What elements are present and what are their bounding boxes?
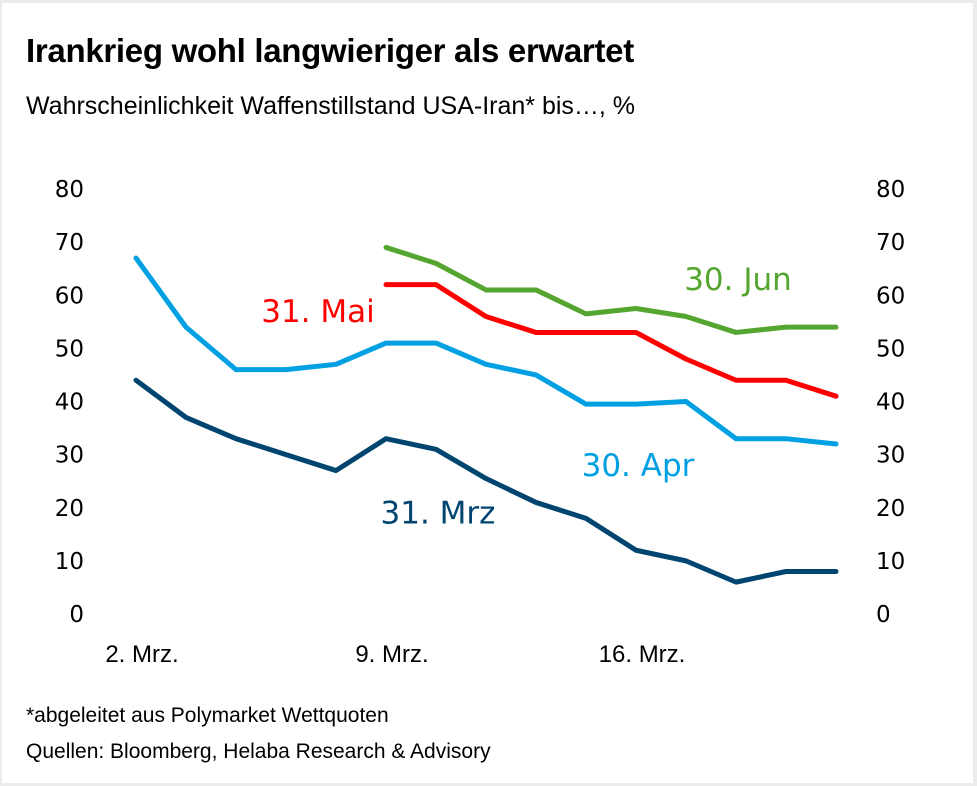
y-tick-label-right: 60 bbox=[876, 283, 905, 309]
source-note: Quellen: Bloomberg, Helaba Research & Ad… bbox=[26, 740, 491, 763]
y-tick-label-right: 70 bbox=[876, 230, 905, 256]
series-line-31-mrz bbox=[133, 377, 839, 585]
x-tick-label: 9. Mrz. bbox=[355, 641, 428, 668]
y-tick-label-left: 10 bbox=[55, 549, 84, 575]
y-tick-label-left: 80 bbox=[55, 177, 84, 203]
y-tick-label-left: 70 bbox=[55, 230, 84, 256]
series-line-31-mai bbox=[383, 282, 839, 399]
y-tick-label-right: 20 bbox=[876, 496, 905, 522]
x-tick-label: 2. Mrz. bbox=[105, 641, 178, 668]
x-tick-label: 16. Mrz. bbox=[599, 641, 686, 668]
footnote: *abgeleitet aus Polymarket Wettquoten bbox=[26, 704, 389, 727]
y-axis-left: 0 10 20 30 40 50 60 70 80 bbox=[55, 177, 84, 628]
y-tick-label-right: 40 bbox=[876, 390, 905, 416]
chart-card bbox=[2, 3, 973, 783]
y-tick-label-left: 0 bbox=[69, 602, 84, 628]
y-tick-label-right: 30 bbox=[876, 443, 905, 469]
y-tick-label-left: 40 bbox=[55, 390, 84, 416]
series-line-30-jun bbox=[383, 244, 839, 335]
y-tick-label-left: 60 bbox=[55, 283, 84, 309]
y-tick-label-left: 50 bbox=[55, 336, 84, 362]
series-lines bbox=[133, 244, 839, 585]
y-tick-label-left: 20 bbox=[55, 496, 84, 522]
series-label-30-jun: 30. Jun bbox=[684, 262, 792, 298]
chart-subtitle: Wahrscheinlichkeit Waffenstillstand USA-… bbox=[26, 92, 636, 120]
series-label-30-apr: 30. Apr bbox=[582, 448, 695, 484]
series-line-30-apr bbox=[133, 255, 839, 447]
chart-title: Irankrieg wohl langwieriger als erwartet bbox=[26, 32, 634, 69]
series-label-31-mrz: 31. Mrz bbox=[381, 496, 496, 532]
series-labels: 31. Mrz 30. Apr 31. Mai 30. Jun bbox=[261, 262, 792, 532]
y-axis-right: 0 10 20 30 40 50 60 70 80 bbox=[876, 177, 905, 628]
y-tick-label-right: 10 bbox=[876, 549, 905, 575]
y-tick-label-left: 30 bbox=[55, 443, 84, 469]
y-tick-label-right: 80 bbox=[876, 177, 905, 203]
series-label-31-mai: 31. Mai bbox=[261, 294, 375, 330]
y-tick-label-right: 0 bbox=[876, 602, 891, 628]
x-axis: 2. Mrz. 9. Mrz. 16. Mrz. bbox=[105, 641, 685, 668]
y-tick-label-right: 50 bbox=[876, 336, 905, 362]
